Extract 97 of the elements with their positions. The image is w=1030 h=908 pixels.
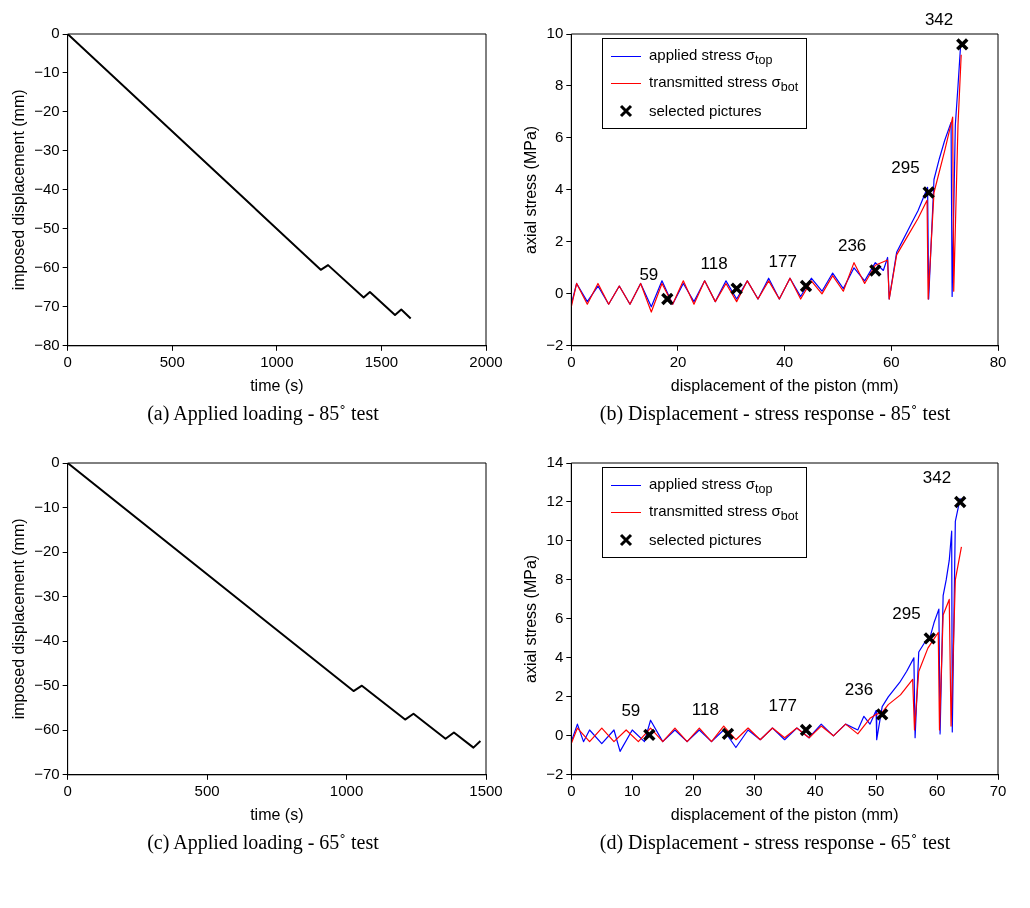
text: (a) Applied loading - 85˚ test	[146, 402, 380, 425]
y-tick-label: −20	[34, 542, 60, 560]
text: (b) Displacement - stress response - 85˚ test	[598, 402, 952, 425]
legend-label: transmitted stress σ$_{bot}$	[649, 502, 799, 523]
x-tick-label: 500	[194, 781, 220, 799]
point	[923, 631, 937, 646]
y-tick-label: −70	[34, 764, 60, 782]
x-tick-label: 1500	[469, 781, 503, 799]
x-tick-label: 1000	[260, 352, 294, 370]
legend-label: applied stress σ$_{top}$	[649, 475, 773, 496]
annotation: 236	[844, 680, 874, 700]
point	[799, 723, 813, 737]
y-tick-label: 2	[554, 232, 564, 250]
annotation: 342	[922, 467, 952, 487]
legend-label: applied stress σ$_{top}$	[649, 46, 773, 67]
y-tick-label: 0	[51, 24, 60, 42]
legend-label: selected pictures	[649, 531, 762, 548]
y-axis-title: axial stress (MPa)	[522, 554, 540, 683]
y-tick-label: −10	[34, 63, 60, 81]
annotation: 118	[700, 254, 728, 274]
point	[955, 37, 969, 52]
x-tick-label: 1500	[364, 352, 399, 370]
point	[721, 727, 735, 741]
point	[953, 495, 967, 509]
annotation: 177	[768, 251, 797, 271]
y-tick-label: −50	[34, 675, 60, 693]
y-tick-label: 6	[554, 609, 564, 627]
point	[868, 263, 883, 278]
x-tick-label: 20	[684, 781, 702, 799]
legend-label: transmitted stress σ$_{bot}$	[649, 73, 799, 94]
x-tick-label: 20	[669, 352, 687, 370]
x-tick-label: 0	[63, 352, 72, 370]
annotation: 342	[924, 10, 954, 30]
x-tick-label: 10	[623, 781, 641, 799]
x-tick-label: 0	[63, 781, 72, 799]
x-axis-title: time (s)	[250, 376, 304, 394]
y-tick-label: 6	[554, 128, 564, 146]
y-tick-label: −2	[546, 335, 564, 353]
y-tick-label: 0	[554, 725, 564, 743]
y-tick-label: −10	[34, 497, 60, 515]
text: (c) Applied loading - 65˚ test	[146, 831, 380, 854]
x-tick-label: 70	[989, 781, 1007, 799]
annotation: 118	[691, 699, 719, 719]
y-tick-label: 8	[554, 76, 564, 94]
text: (d) Displacement - stress response - 65˚ test	[598, 831, 952, 854]
x-tick-label: 80	[989, 352, 1007, 370]
point	[660, 292, 675, 306]
y-tick-label: 10	[546, 24, 564, 42]
y-tick-label: −30	[34, 586, 60, 604]
x-tick-label: 40	[776, 352, 793, 370]
annotation: 177	[768, 695, 797, 715]
y-tick-label: 4	[554, 180, 564, 198]
x-tick-label: 40	[806, 781, 824, 799]
y-axis-title: imposed displacement (mm)	[10, 518, 28, 720]
x-tick-label: 50	[867, 781, 885, 799]
x-axis-title: displacement of the piston (mm)	[670, 376, 899, 394]
y-tick-label: −80	[34, 335, 60, 353]
x-tick-label: 30	[745, 781, 763, 799]
y-tick-label: 12	[546, 492, 564, 510]
annotation: 295	[892, 604, 921, 624]
y-tick-label: −40	[34, 180, 60, 198]
y-tick-label: −20	[34, 102, 60, 120]
x-axis-title: time (s)	[250, 805, 304, 823]
y-tick-label: −50	[34, 219, 60, 237]
annotation: 236	[837, 236, 867, 256]
x-tick-label: 60	[882, 352, 900, 370]
point	[875, 707, 889, 722]
y-tick-label: 0	[554, 283, 564, 301]
x-axis-title: displacement of the piston (mm)	[670, 805, 899, 823]
x-tick-label: 1000	[329, 781, 364, 799]
y-tick-label: −30	[34, 141, 60, 159]
point	[799, 279, 813, 293]
y-tick-label: 0	[51, 453, 60, 471]
y-tick-label: −70	[34, 296, 60, 314]
y-tick-label: 4	[554, 648, 564, 666]
point	[729, 281, 744, 296]
y-tick-label: −40	[34, 631, 60, 649]
y-tick-label: 8	[554, 570, 564, 588]
x-tick-label: 2000	[469, 352, 503, 370]
annotation: 59	[639, 264, 659, 284]
y-tick-label: −2	[546, 764, 564, 782]
x-tick-label: 0	[567, 781, 576, 799]
legend-label: selected pictures	[649, 102, 762, 119]
y-axis-title: axial stress (MPa)	[522, 125, 540, 254]
annotation: 295	[891, 158, 920, 178]
y-tick-label: 10	[546, 531, 564, 549]
y-tick-label: 14	[546, 453, 564, 471]
x-tick-label: 60	[928, 781, 946, 799]
x-tick-label: 0	[567, 352, 576, 370]
y-axis-title: imposed displacement (mm)	[10, 89, 28, 291]
y-tick-label: −60	[34, 257, 60, 275]
point	[921, 185, 936, 200]
y-tick-label: −60	[34, 720, 60, 738]
annotation: 59	[621, 700, 641, 720]
y-tick-label: 2	[554, 686, 564, 704]
point	[642, 728, 657, 742]
x-tick-label: 500	[159, 352, 185, 370]
